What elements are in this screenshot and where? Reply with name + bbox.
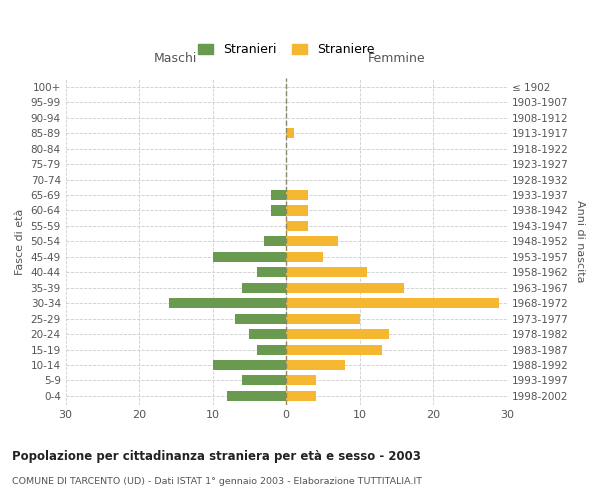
Bar	[212, 252, 286, 262]
Bar	[286, 236, 338, 246]
Bar	[235, 314, 286, 324]
Text: COMUNE DI TARCENTO (UD) - Dati ISTAT 1° gennaio 2003 - Elaborazione TUTTITALIA.I: COMUNE DI TARCENTO (UD) - Dati ISTAT 1° …	[12, 478, 422, 486]
Bar	[286, 314, 360, 324]
Bar	[286, 360, 345, 370]
Bar	[271, 206, 286, 216]
Bar	[212, 360, 286, 370]
Bar	[286, 344, 382, 354]
Bar	[286, 190, 308, 200]
Bar	[271, 190, 286, 200]
Bar	[286, 268, 367, 278]
Bar	[286, 221, 308, 231]
Bar	[257, 344, 286, 354]
Bar	[242, 376, 286, 386]
Legend: Stranieri, Straniere: Stranieri, Straniere	[193, 38, 379, 61]
Bar	[286, 282, 404, 293]
Bar	[286, 329, 389, 339]
Bar	[169, 298, 286, 308]
Text: Maschi: Maschi	[154, 52, 197, 66]
Text: Femmine: Femmine	[368, 52, 425, 66]
Bar	[286, 128, 293, 138]
Bar	[264, 236, 286, 246]
Bar	[227, 391, 286, 401]
Text: Popolazione per cittadinanza straniera per età e sesso - 2003: Popolazione per cittadinanza straniera p…	[12, 450, 421, 463]
Bar	[286, 252, 323, 262]
Bar	[250, 329, 286, 339]
Bar	[242, 282, 286, 293]
Y-axis label: Fasce di età: Fasce di età	[15, 208, 25, 274]
Y-axis label: Anni di nascita: Anni di nascita	[575, 200, 585, 282]
Bar	[286, 376, 316, 386]
Bar	[257, 268, 286, 278]
Bar	[286, 298, 499, 308]
Bar	[286, 391, 316, 401]
Bar	[286, 206, 308, 216]
